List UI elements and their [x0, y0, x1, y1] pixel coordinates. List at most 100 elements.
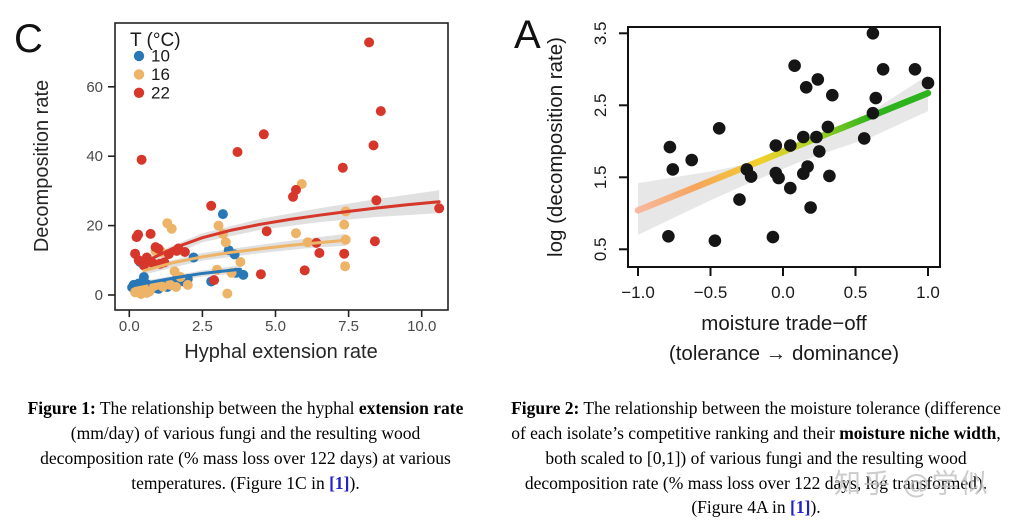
y-tick-label: 2.5: [591, 93, 610, 117]
x-tick-label: 5.0: [265, 318, 286, 335]
caption-text: The relationship between the moisture to…: [511, 398, 1001, 443]
panel-border: [114, 22, 449, 311]
data-point: [666, 163, 680, 176]
y-tick-label: 0.5: [591, 237, 610, 261]
data-point: [369, 236, 380, 247]
data-point: [908, 63, 922, 76]
data-point: [375, 106, 386, 117]
chart-figure2-scatter: −1.0 −0.5 0.0 0.5 1.0 0.5 1.5 2.5 3.5 moisture tr…: [514, 13, 941, 365]
series-points: [662, 27, 935, 247]
data-point: [799, 81, 813, 94]
data-point: [708, 234, 722, 247]
data-point: [220, 237, 231, 248]
data-point: [876, 63, 890, 76]
data-point: [133, 229, 144, 240]
data-point: [232, 147, 243, 157]
data-point: [179, 247, 190, 257]
data-point: [314, 248, 325, 258]
caption-text: ).: [349, 472, 360, 493]
data-point: [811, 73, 825, 86]
data-point: [217, 209, 228, 220]
panel-label-a: A: [514, 13, 541, 57]
reference-link[interactable]: [1]: [329, 472, 350, 493]
y-tick-label: 60: [86, 79, 103, 96]
y-axis-title: Decomposition rate: [31, 80, 53, 252]
data-point: [921, 76, 935, 90]
data-point: [866, 27, 880, 40]
data-point: [182, 279, 193, 290]
data-point: [291, 184, 301, 195]
data-point: [206, 200, 217, 211]
panel-label-c: C: [14, 17, 43, 61]
data-point: [339, 219, 350, 230]
caption-text: moisture niche width: [839, 422, 997, 443]
x-tick-label: 0.5: [844, 283, 868, 302]
legend-label: 10: [151, 47, 170, 66]
y-tick-label: 40: [86, 148, 103, 165]
data-point: [744, 170, 758, 183]
data-point: [291, 228, 301, 239]
data-point: [788, 59, 801, 72]
legend-label: 22: [151, 83, 170, 102]
figure2-caption: Figure 2: The relationship between the m…: [506, 396, 1006, 520]
data-point: [299, 265, 310, 276]
legend-swatch: [133, 50, 145, 62]
x-axis-title: moisture trade−off: [701, 312, 867, 335]
data-point: [823, 169, 836, 183]
data-point: [866, 106, 880, 120]
data-point: [797, 130, 810, 144]
data-point: [804, 201, 817, 214]
legend-title: T (°C): [130, 30, 181, 51]
data-point: [772, 171, 785, 185]
data-point: [869, 91, 883, 105]
data-point: [364, 37, 375, 48]
data-point: [857, 132, 871, 145]
x-tick-label: −0.5: [694, 283, 728, 302]
data-point: [810, 130, 823, 144]
data-point: [166, 223, 177, 234]
data-point: [663, 140, 677, 154]
y-tick-label: 0: [95, 287, 103, 304]
caption-text: ).: [810, 497, 821, 518]
trend-line-gradient: [634, 89, 932, 214]
chart-figure1-scatter: 0.0 2.5 5.0 7.5 10.0 0 20 40 60 Hyphal extension …: [14, 17, 449, 363]
x-axis-title: Hyphal extension rate: [184, 341, 377, 363]
data-point: [255, 269, 266, 280]
data-point: [797, 167, 810, 180]
data-point: [171, 282, 182, 292]
data-point: [238, 269, 249, 280]
data-point: [145, 228, 156, 239]
x-tick-label: 0.0: [771, 283, 795, 302]
data-point: [235, 257, 246, 267]
x-tick-label: 7.5: [338, 318, 359, 335]
x-tick-label: −1.0: [621, 283, 655, 302]
caption-text: extension rate: [358, 398, 464, 418]
data-point: [784, 139, 797, 152]
data-point: [153, 243, 164, 254]
data-point: [340, 261, 351, 272]
data-point: [337, 162, 348, 173]
data-point: [261, 226, 272, 237]
trend-line: [132, 267, 242, 288]
data-point: [826, 88, 839, 102]
y-tick-label: 20: [86, 218, 103, 235]
watermark: 知乎 @学似: [834, 469, 990, 500]
data-point: [258, 129, 269, 140]
data-point: [222, 288, 233, 299]
data-point: [712, 122, 726, 135]
legend-swatch: [133, 87, 145, 99]
caption-text: , both scaled to [0,1]) of various fungi…: [524, 422, 1001, 518]
x-tick-label: 2.5: [192, 318, 213, 335]
data-point: [136, 154, 147, 165]
caption-text: (mm/day) of various fungi and the result…: [40, 422, 451, 493]
legend-label: 16: [151, 65, 170, 84]
reference-link[interactable]: [1]: [790, 497, 811, 518]
caption-text: Figure 1:: [27, 398, 96, 418]
data-point: [368, 140, 379, 151]
y-tick-label: 1.5: [591, 165, 610, 189]
data-point: [371, 195, 382, 206]
data-point: [733, 193, 746, 206]
x-tick-label: 0.0: [119, 318, 140, 335]
data-point: [813, 145, 826, 158]
